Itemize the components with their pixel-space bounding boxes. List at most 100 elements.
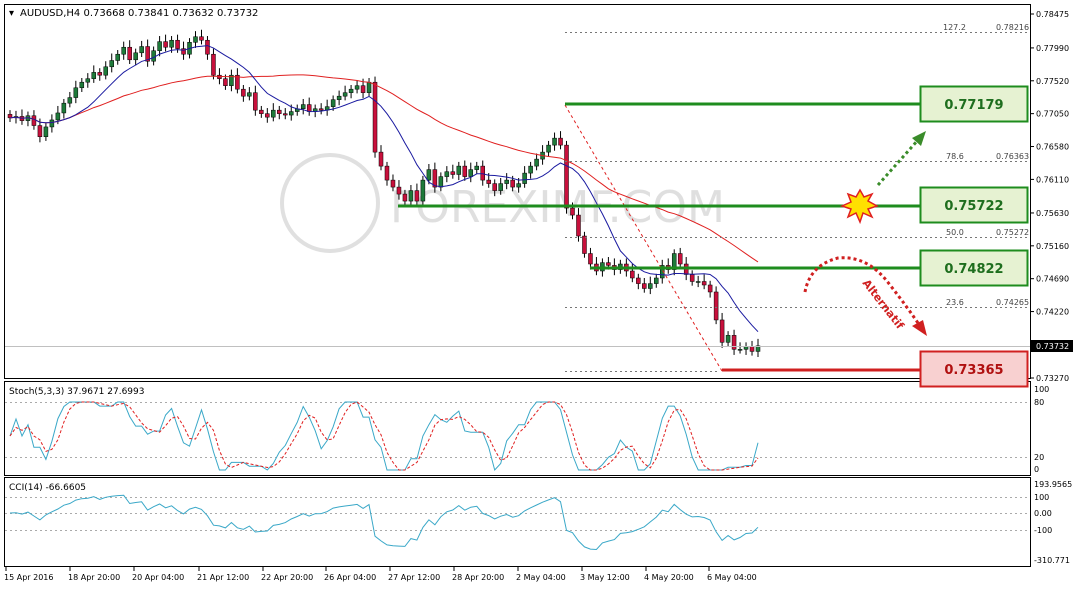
- candle-body: [582, 235, 587, 254]
- stoch-panel-frame: [4, 381, 1031, 476]
- fib-level-label: 23.6: [946, 298, 964, 307]
- candle-body: [606, 262, 611, 266]
- fib-level-label: 127.2: [943, 23, 966, 32]
- candle-body: [73, 87, 79, 98]
- candle-body: [115, 53, 120, 61]
- candle-body: [432, 169, 438, 188]
- fib-price-label: 0.74265: [996, 298, 1029, 307]
- candle-body: [576, 214, 581, 237]
- candle-body: [522, 172, 527, 184]
- candle-body: [288, 111, 294, 116]
- bullish-arrow: [876, 131, 926, 186]
- candle-body: [103, 66, 108, 76]
- candle-body: [660, 265, 665, 279]
- candle-body: [390, 179, 396, 188]
- candle-body: [564, 144, 569, 209]
- level-label: 0.75722: [944, 199, 1003, 214]
- price-tick-label: 0.77050: [1036, 110, 1069, 119]
- time-tick-label: 15 Apr 2016: [4, 573, 53, 582]
- current-price-label: 0.73732: [1036, 342, 1069, 351]
- candle-body: [504, 179, 509, 184]
- level-box-3[interactable]: 0.74822: [919, 249, 1029, 287]
- fib-price-label: 0.76363: [996, 152, 1029, 161]
- candle-body: [145, 46, 150, 62]
- candle-body: [384, 165, 390, 181]
- price-tick-label: 0.75160: [1036, 242, 1069, 251]
- current-price-tag: 0.73732: [1031, 340, 1073, 352]
- candle-body: [55, 112, 61, 121]
- level-box-4[interactable]: 0.73365: [919, 350, 1029, 388]
- level-box-2[interactable]: 0.75722: [919, 186, 1029, 224]
- time-tick-label: 27 Apr 12:00: [388, 573, 440, 582]
- stoch-main-line: [9, 401, 759, 472]
- price-tick-label: 0.76110: [1036, 175, 1069, 184]
- candle-body: [450, 171, 456, 175]
- cci-scale-max: 193.9565: [1034, 480, 1072, 489]
- candle-body: [707, 284, 713, 293]
- stoch-label: Stoch(5,3,3) 37.9671 27.6993: [9, 387, 144, 397]
- candle-body: [480, 165, 485, 181]
- candle-body: [468, 169, 474, 177]
- fib-levels: 127.2 0.78216 78.6 0.76363 50.0 0.75272 …: [564, 23, 1030, 372]
- candle-body: [223, 78, 228, 86]
- candle-body: [474, 165, 480, 170]
- cci-line: [9, 494, 759, 551]
- candle-body: [654, 277, 659, 284]
- candle-body: [241, 88, 246, 97]
- candle-body: [306, 104, 312, 112]
- candle-body: [336, 95, 342, 100]
- candle-body: [211, 53, 216, 76]
- price-tick-label: 0.76580: [1036, 143, 1069, 152]
- candle-body: [642, 283, 647, 289]
- candle-body: [677, 253, 683, 265]
- candle-body: [492, 183, 497, 191]
- time-tick-label: 20 Apr 04:00: [132, 573, 184, 582]
- level-label: 0.74822: [944, 262, 1003, 277]
- time-tick-label: 6 May 04:00: [707, 573, 757, 582]
- price-tick-label: 0.77520: [1036, 77, 1069, 86]
- candle-body: [91, 72, 97, 79]
- candle-body: [516, 183, 521, 188]
- candle-body: [426, 169, 432, 181]
- price-tick-label: 0.74220: [1036, 308, 1069, 317]
- candle-body: [695, 281, 701, 283]
- candle-body: [498, 183, 503, 191]
- price-tick-label: 0.73270: [1036, 374, 1069, 383]
- stoch-signal-line: [9, 401, 759, 471]
- symbol-header: AUDUSD,H4 0.73668 0.73841 0.73632 0.7373…: [20, 8, 258, 19]
- candle-body: [265, 113, 270, 118]
- candle-body: [37, 125, 43, 137]
- cci-panel-frame: [4, 477, 1031, 567]
- candle-body: [109, 60, 114, 68]
- candle-body: [546, 144, 551, 153]
- candle-body: [199, 36, 204, 41]
- candle-body: [396, 186, 402, 195]
- level-box-1[interactable]: 0.77179: [919, 85, 1029, 123]
- candle-body: [193, 36, 198, 43]
- candle-body: [755, 345, 761, 352]
- candle-body: [259, 109, 264, 114]
- candle-body: [43, 126, 49, 137]
- candle-body: [330, 99, 336, 107]
- candle-body: [570, 207, 575, 216]
- candle-body: [689, 274, 695, 282]
- breakout-burst-icon: [839, 188, 879, 225]
- price-tick-label: 0.74690: [1036, 275, 1069, 284]
- candle-body: [534, 158, 539, 167]
- fib-level-label: 78.6: [946, 152, 964, 161]
- stoch-scale-0: 0: [1034, 465, 1039, 474]
- price-scale: 0.78475 0.77990 0.77520 0.77050 0.76580 0.761…: [1030, 10, 1069, 383]
- candle-body: [169, 39, 174, 48]
- sr-lines: [398, 102, 920, 372]
- candle-body: [318, 108, 324, 111]
- candle-body: [247, 92, 252, 97]
- ma-slow-line: [9, 74, 759, 263]
- dropdown-icon[interactable]: ▾: [9, 8, 14, 19]
- candle-body: [636, 277, 641, 284]
- candle-body: [414, 190, 420, 202]
- cci-scale-minus100: -100: [1034, 526, 1052, 535]
- candle-body: [713, 291, 719, 321]
- candle-body: [79, 81, 85, 89]
